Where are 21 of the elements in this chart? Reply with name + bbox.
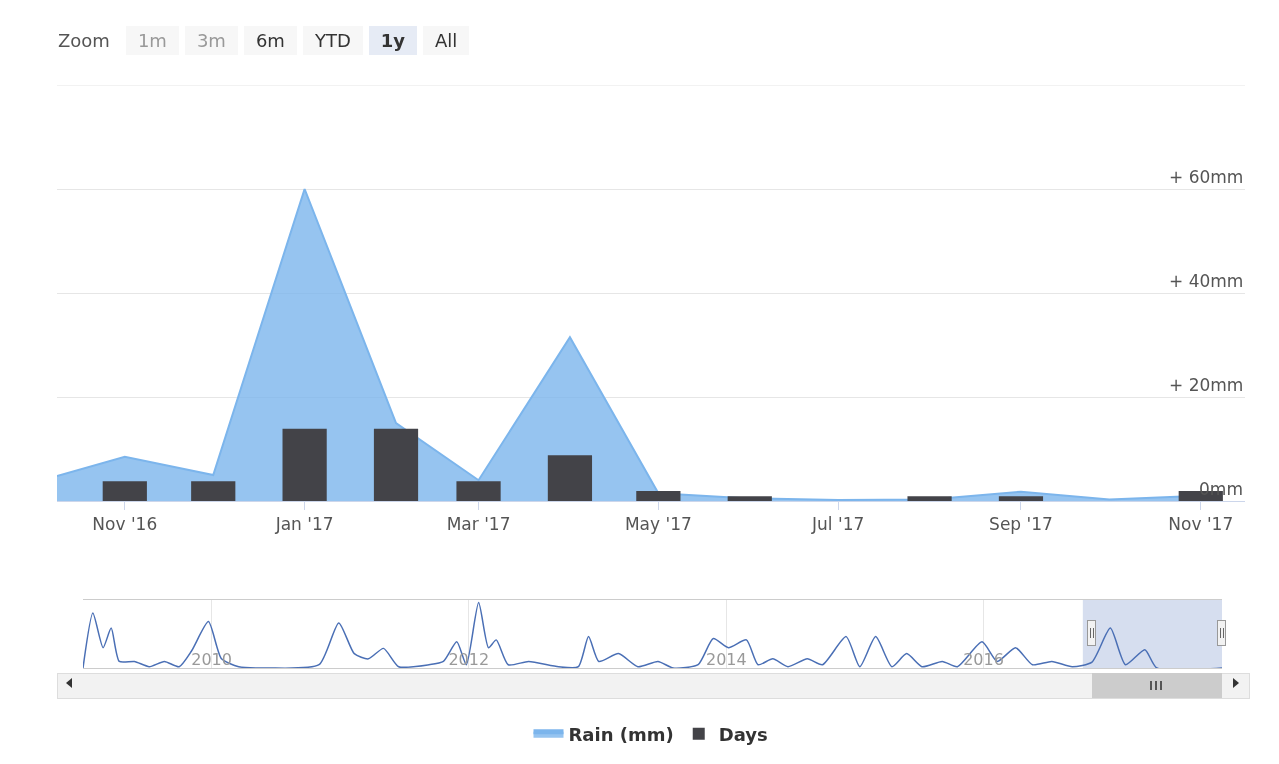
x-tick-label: Jan '17 [274, 514, 334, 535]
y-tick-label: + 20mm [1169, 375, 1244, 395]
text: Zoom [58, 29, 111, 53]
x-tick-label: 2014 [705, 650, 747, 669]
text: All [423, 26, 470, 55]
text: 1m [125, 26, 179, 55]
text: 6m [243, 26, 297, 55]
text: YTD [302, 26, 363, 55]
x-tick-label: Nov '17 [1168, 514, 1234, 535]
x-tick-label: Sep '17 [989, 514, 1053, 535]
x-tick-label: Jul '17 [811, 514, 865, 535]
text: 1y [368, 26, 418, 55]
x-tick-label: 2016 [963, 650, 1004, 669]
x-tick-label: Nov '16 [92, 514, 158, 535]
y-tick-label: + 60mm [1169, 167, 1244, 187]
text: 3m [184, 26, 238, 55]
legend-label: Rain (mm) [568, 723, 674, 745]
x-tick-label: Mar '17 [446, 514, 511, 535]
legend-label: Days [718, 723, 768, 745]
x-tick-label: May '17 [624, 514, 692, 535]
y-tick-label: + 40mm [1169, 271, 1244, 291]
